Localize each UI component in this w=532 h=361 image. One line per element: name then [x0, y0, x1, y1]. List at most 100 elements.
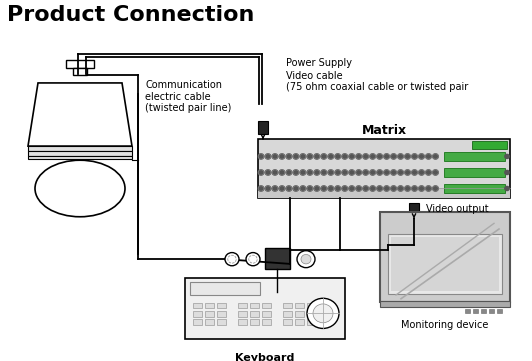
Circle shape [391, 170, 396, 175]
Circle shape [419, 186, 425, 191]
Circle shape [225, 253, 239, 266]
Circle shape [293, 154, 298, 159]
FancyBboxPatch shape [307, 311, 316, 317]
Circle shape [433, 154, 438, 159]
Circle shape [384, 170, 389, 175]
FancyBboxPatch shape [262, 319, 271, 325]
Circle shape [398, 186, 403, 191]
FancyBboxPatch shape [217, 319, 226, 325]
Circle shape [342, 170, 347, 175]
FancyBboxPatch shape [250, 303, 259, 308]
FancyBboxPatch shape [185, 278, 345, 339]
Circle shape [384, 186, 389, 191]
FancyBboxPatch shape [258, 188, 510, 198]
Circle shape [419, 154, 425, 159]
Circle shape [321, 170, 327, 175]
Circle shape [300, 186, 306, 191]
Circle shape [301, 255, 311, 264]
Circle shape [384, 154, 389, 159]
Circle shape [265, 186, 271, 191]
Circle shape [405, 154, 410, 159]
Circle shape [405, 170, 410, 175]
FancyBboxPatch shape [295, 311, 304, 317]
FancyBboxPatch shape [217, 303, 226, 308]
Circle shape [363, 170, 369, 175]
Circle shape [265, 154, 271, 159]
FancyBboxPatch shape [465, 309, 470, 313]
Circle shape [349, 186, 354, 191]
Circle shape [356, 186, 362, 191]
FancyBboxPatch shape [388, 234, 502, 294]
Circle shape [307, 154, 313, 159]
FancyBboxPatch shape [238, 303, 247, 308]
Circle shape [314, 170, 320, 175]
Circle shape [505, 170, 509, 174]
Circle shape [328, 170, 334, 175]
FancyBboxPatch shape [472, 142, 507, 149]
Circle shape [314, 154, 320, 159]
Circle shape [426, 170, 431, 175]
Circle shape [356, 170, 362, 175]
FancyBboxPatch shape [295, 303, 304, 308]
Circle shape [433, 170, 438, 175]
Circle shape [307, 186, 313, 191]
Circle shape [433, 186, 438, 191]
Circle shape [307, 298, 339, 329]
FancyBboxPatch shape [481, 309, 486, 313]
FancyBboxPatch shape [205, 311, 214, 317]
FancyBboxPatch shape [497, 309, 502, 313]
FancyBboxPatch shape [265, 248, 290, 269]
Circle shape [412, 170, 417, 175]
Text: Video output: Video output [426, 204, 488, 214]
Circle shape [335, 186, 340, 191]
FancyBboxPatch shape [283, 311, 292, 317]
FancyBboxPatch shape [380, 212, 510, 301]
FancyBboxPatch shape [258, 139, 510, 198]
Circle shape [391, 186, 396, 191]
Circle shape [370, 170, 376, 175]
Circle shape [258, 154, 264, 159]
Circle shape [286, 154, 292, 159]
FancyBboxPatch shape [238, 319, 247, 325]
Text: Keyboard: Keyboard [235, 353, 295, 361]
FancyBboxPatch shape [262, 311, 271, 317]
Circle shape [300, 154, 306, 159]
Circle shape [272, 170, 278, 175]
Circle shape [321, 154, 327, 159]
Circle shape [300, 170, 306, 175]
FancyBboxPatch shape [193, 303, 202, 308]
Circle shape [377, 170, 383, 175]
Ellipse shape [35, 160, 125, 217]
Circle shape [293, 186, 298, 191]
Circle shape [335, 154, 340, 159]
Circle shape [335, 170, 340, 175]
Circle shape [405, 186, 410, 191]
FancyBboxPatch shape [409, 203, 419, 216]
FancyBboxPatch shape [193, 319, 202, 325]
Circle shape [279, 170, 285, 175]
FancyBboxPatch shape [380, 301, 510, 307]
FancyBboxPatch shape [307, 303, 316, 308]
Circle shape [426, 186, 431, 191]
FancyBboxPatch shape [444, 184, 505, 193]
Text: Communication
electric cable
(twisted pair line): Communication electric cable (twisted pa… [145, 80, 231, 113]
Polygon shape [28, 83, 132, 146]
Circle shape [342, 154, 347, 159]
Circle shape [391, 154, 396, 159]
FancyBboxPatch shape [238, 311, 247, 317]
FancyBboxPatch shape [473, 309, 478, 313]
FancyBboxPatch shape [283, 303, 292, 308]
Circle shape [370, 186, 376, 191]
Circle shape [349, 154, 354, 159]
Circle shape [286, 170, 292, 175]
Circle shape [505, 155, 509, 158]
Circle shape [398, 170, 403, 175]
Circle shape [279, 186, 285, 191]
Circle shape [258, 186, 264, 191]
Circle shape [246, 253, 260, 266]
FancyBboxPatch shape [190, 282, 260, 295]
FancyBboxPatch shape [444, 152, 505, 161]
Circle shape [272, 154, 278, 159]
Circle shape [363, 154, 369, 159]
FancyBboxPatch shape [205, 319, 214, 325]
